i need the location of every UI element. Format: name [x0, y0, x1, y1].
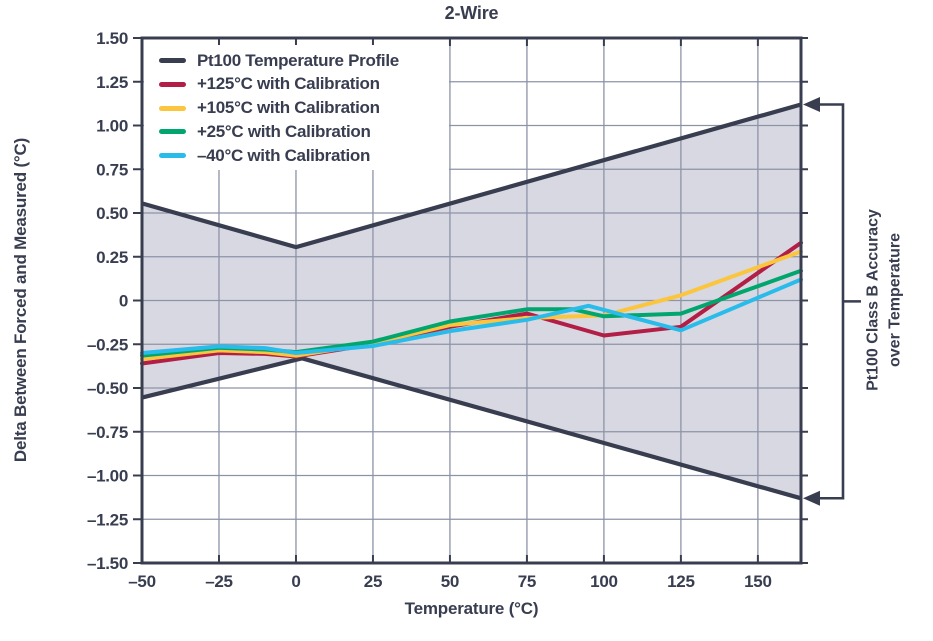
pt100-profile-upper-line	[141, 102, 802, 250]
class-b-accuracy-annotation: Pt100 Class B Accuracy over Temperature	[862, 209, 905, 391]
y-tick-label: –1.00	[87, 467, 128, 486]
class-b-accuracy-band	[142, 104, 801, 499]
chart-title: 2-Wire	[444, 3, 499, 23]
legend-label: –40°C with Calibration	[197, 145, 371, 165]
x-axis-label: Temperature (°C)	[404, 599, 539, 618]
x-tick-label: 25	[364, 572, 382, 591]
y-tick-label: –0.25	[87, 335, 128, 354]
x-tick-label: 100	[590, 572, 617, 591]
legend-item-125c: +125°C with Calibration	[144, 74, 449, 95]
x-tick-label: 150	[744, 572, 771, 591]
legend-dash-icon	[159, 129, 186, 135]
annotation-line2: over Temperature	[886, 233, 903, 367]
y-axis-label: Delta Between Forced and Measured (°C)	[11, 137, 30, 463]
bracket-line	[818, 103, 845, 500]
legend-item-minus40c: –40°C with Calibration	[144, 145, 449, 166]
pt100-profile-lower-line	[141, 356, 802, 501]
y-tick-label: 0.25	[96, 248, 128, 267]
legend: Pt100 Temperature Profile +125°C with Ca…	[144, 45, 449, 170]
y-tick-label: 1.00	[96, 117, 128, 136]
series-line--40C-with-calibration	[140, 277, 803, 355]
y-tick-label: 0.50	[96, 204, 128, 223]
arrow-up-bound-icon	[803, 97, 820, 112]
y-tick-label: 1.50	[96, 29, 128, 48]
legend-label: Pt100 Temperature Profile	[197, 50, 399, 70]
y-tick-label: 0	[119, 292, 128, 311]
legend-label: +25°C with Calibration	[197, 121, 371, 141]
legend-item-25c: +25°C with Calibration	[144, 121, 449, 142]
x-tick-label: 75	[518, 572, 536, 591]
legend-dash-icon	[159, 58, 186, 63]
x-tick-label: 125	[667, 572, 694, 591]
x-tick-label: –25	[205, 572, 232, 591]
series-line-+105C-with-calibration	[140, 249, 803, 362]
legend-label: +105°C with Calibration	[197, 98, 380, 117]
x-tick-label: 0	[291, 572, 300, 591]
arrow-low-bound-icon	[803, 490, 820, 506]
annotation-line1: Pt100 Class B Accuracy	[864, 209, 882, 391]
legend-dash-icon	[159, 153, 186, 158]
y-tick-label: 0.75	[96, 160, 128, 179]
x-tick-label: –50	[128, 572, 155, 591]
y-tick-label: 1.25	[96, 73, 128, 92]
legend-label: +125°C with Calibration	[197, 74, 380, 94]
legend-dash-icon	[159, 81, 186, 87]
y-tick-label: –0.50	[87, 379, 128, 398]
legend-dash-icon	[159, 105, 186, 111]
legend-item-pt100-profile: Pt100 Temperature Profile	[144, 50, 449, 71]
legend-item-105c: +105°C with Calibration	[144, 98, 449, 119]
y-tick-label: –1.25	[87, 510, 128, 529]
x-tick-label: 50	[441, 572, 459, 591]
y-tick-label: –0.75	[87, 423, 128, 442]
y-tick-label: –1.50	[87, 554, 128, 573]
